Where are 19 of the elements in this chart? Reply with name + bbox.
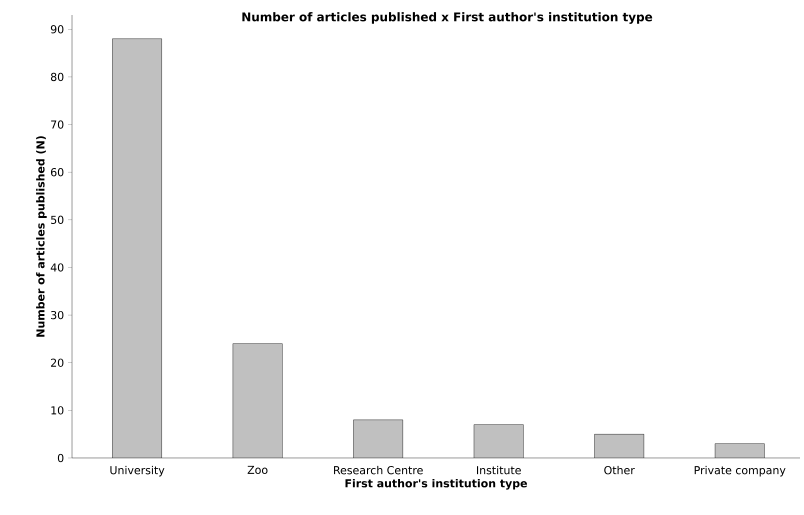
x-tick-label: University bbox=[110, 466, 164, 476]
y-tick-label: 10 bbox=[51, 406, 64, 414]
y-axis-title: Number of articles published (N) bbox=[36, 136, 47, 337]
y-tick-label: 30 bbox=[51, 310, 64, 320]
y-tick-label: 20 bbox=[51, 358, 64, 367]
y-tick-label: 50 bbox=[51, 216, 64, 224]
x-tick-label: Zoo bbox=[248, 466, 268, 474]
y-tick-label: 40 bbox=[50, 263, 64, 272]
x-tick-label: Research Centre bbox=[334, 466, 423, 474]
y-tick-label: 80 bbox=[50, 72, 64, 82]
x-axis-title: First author's institution type bbox=[346, 478, 527, 490]
y-tick-label: 70 bbox=[51, 120, 64, 129]
y-tick-label: 0 bbox=[58, 454, 64, 462]
y-tick-label: 60 bbox=[50, 168, 64, 176]
y-tick-label: 90 bbox=[50, 25, 64, 34]
chart-title: Number of articles published x First author's institution type bbox=[242, 12, 652, 24]
x-tick-label: Institute bbox=[477, 466, 521, 474]
x-tick-label: Private company bbox=[694, 466, 786, 476]
x-tick-label: Other bbox=[604, 466, 635, 474]
